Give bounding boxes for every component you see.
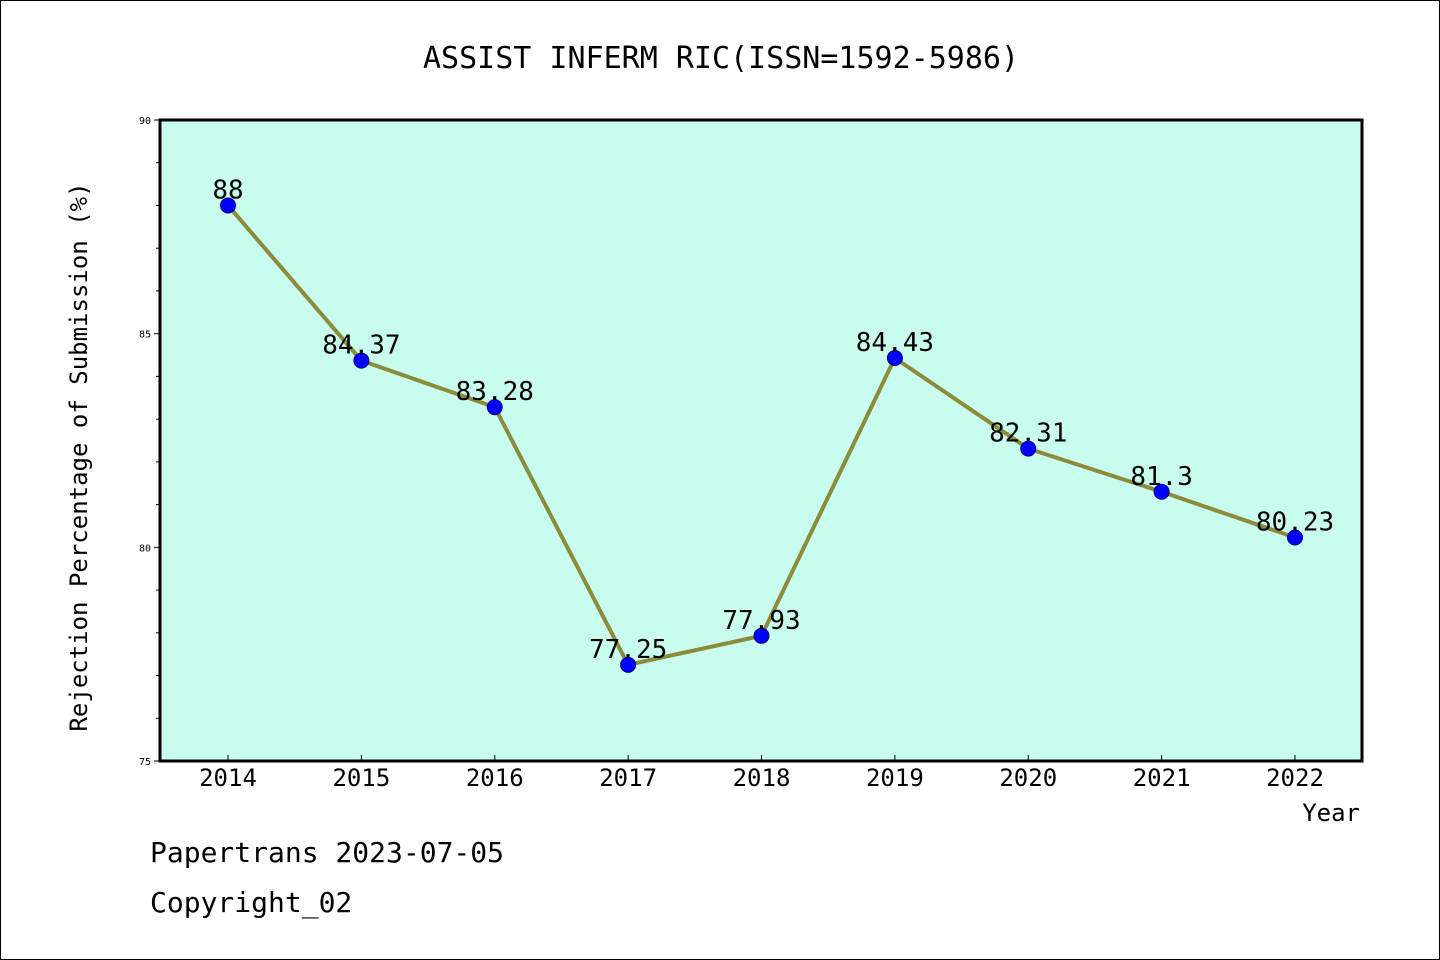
y-axis: 75 80 85 90	[139, 116, 160, 768]
x-tick-label: 2018	[733, 764, 791, 792]
y-tick-label: 75	[139, 757, 151, 768]
data-label: 80.23	[1256, 508, 1334, 538]
x-axis-title: Year	[1302, 799, 1360, 827]
data-point	[1020, 440, 1037, 457]
data-point	[353, 352, 370, 369]
y-tick-label: 90	[139, 116, 151, 127]
x-tick-label: 2015	[332, 764, 390, 792]
data-labels: 88 84.37 83.28 77.25 77.93 84.43 82.31 81.3 80.2…	[212, 175, 1334, 664]
data-label: 88	[212, 175, 243, 205]
data-label: 82.31	[989, 419, 1067, 449]
data-label: 84.37	[322, 331, 400, 361]
data-point	[486, 399, 503, 416]
data-point	[1287, 529, 1303, 546]
x-tick-label: 2016	[466, 764, 524, 792]
plot-area	[158, 118, 1364, 763]
x-tick-label: 2017	[599, 764, 657, 792]
data-points	[220, 197, 1303, 673]
x-axis: 2014 2015 2016 2017 2018 2019 2020 2021 2022	[199, 755, 1324, 792]
chart-title: ASSIST INFERM RIC(ISSN=1592-5986)	[423, 41, 1019, 76]
data-point	[220, 197, 236, 214]
data-label: 81.3	[1130, 462, 1193, 492]
x-tick-label: 2019	[866, 764, 924, 792]
data-label: 77.25	[589, 635, 667, 665]
data-label: 83.28	[456, 377, 534, 407]
data-point	[886, 350, 903, 367]
data-point	[753, 627, 770, 644]
data-point	[620, 656, 637, 673]
x-tick-label: 2022	[1266, 764, 1324, 792]
x-tick-label: 2020	[999, 764, 1057, 792]
data-label: 77.93	[722, 606, 800, 636]
y-tick-label: 85	[139, 330, 151, 341]
x-tick-label: 2014	[199, 764, 257, 792]
x-tick-label: 2021	[1133, 764, 1191, 792]
y-tick-label: 80	[139, 543, 151, 554]
data-label: 84.43	[856, 328, 934, 358]
footer-copyright-text: Copyright_02	[150, 886, 353, 919]
data-point	[1153, 483, 1170, 500]
footer-date-text: Papertrans 2023-07-05	[150, 836, 505, 869]
y-axis-title: Rejection Percentage of Submission (%)	[65, 182, 93, 731]
